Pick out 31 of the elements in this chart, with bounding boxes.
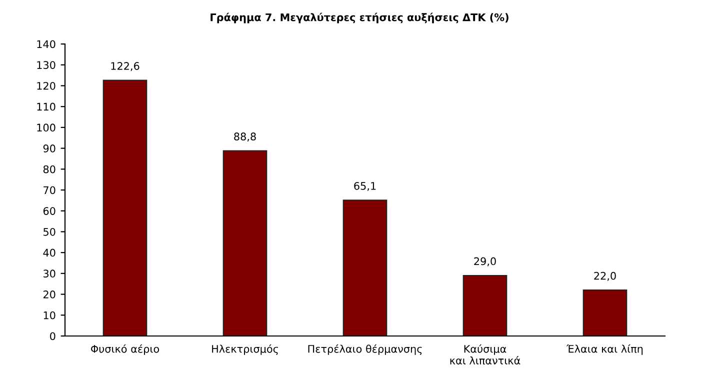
bar bbox=[582, 290, 628, 336]
bar bbox=[462, 274, 508, 336]
data-label: 88,8 bbox=[234, 132, 256, 142]
data-label: 22,0 bbox=[594, 272, 616, 281]
bar bbox=[342, 200, 388, 336]
y-tick-label: 130 bbox=[37, 61, 56, 69]
x-tick-label: Καύσιμα και λιπαντικά bbox=[450, 344, 520, 365]
y-tick-label: 0 bbox=[50, 332, 56, 340]
x-tick-label: Έλαια και λίπη bbox=[566, 344, 643, 355]
y-tick-label: 40 bbox=[43, 248, 56, 257]
y-tick-label: 80 bbox=[43, 165, 56, 174]
y-tick-label: 110 bbox=[37, 102, 56, 111]
data-label: 122,6 bbox=[111, 62, 140, 72]
y-tick-label: 140 bbox=[37, 40, 56, 48]
y-tick-label: 20 bbox=[43, 290, 56, 298]
data-label: 65,1 bbox=[354, 182, 376, 191]
x-tick-label: Ηλεκτρισμός bbox=[212, 344, 278, 355]
y-tick-label: 10 bbox=[44, 311, 56, 320]
x-tick-label: Φυσικό αέριο bbox=[90, 344, 160, 355]
bar bbox=[222, 150, 268, 336]
y-tick-label: 30 bbox=[44, 270, 56, 278]
y-tick-label: 120 bbox=[37, 82, 56, 90]
x-tick-label: Πετρέλαιο θέρμανσης bbox=[308, 344, 422, 355]
data-label: 29,0 bbox=[474, 257, 496, 266]
y-tick-label: 100 bbox=[37, 124, 56, 132]
bar bbox=[102, 80, 148, 336]
y-tick-label: 60 bbox=[43, 207, 56, 215]
y-tick-label: 70 bbox=[44, 186, 56, 194]
y-tick-label: 50 bbox=[44, 228, 56, 236]
chart-title: Γράφημα 7. Μεγαλύτερες ετήσιες αυξήσεις ΔΤΚ (%) bbox=[210, 12, 508, 24]
y-tick-label: 90 bbox=[43, 144, 56, 152]
